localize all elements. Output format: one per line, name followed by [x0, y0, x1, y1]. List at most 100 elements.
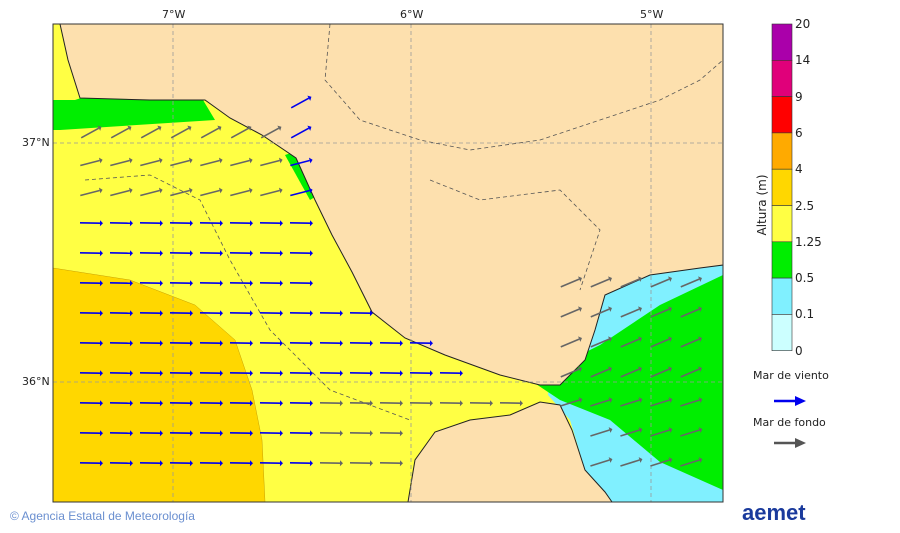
swell-arrow	[260, 187, 283, 197]
wind-sea-arrow	[109, 280, 133, 287]
swell-arrow	[650, 397, 673, 407]
swell-arrow	[319, 430, 343, 437]
wind-sea-arrow	[229, 250, 253, 257]
wind-sea-arrow	[199, 460, 223, 467]
wind-sea-arrow	[229, 340, 253, 347]
land-africa	[407, 401, 613, 503]
swell-arrow	[560, 276, 582, 288]
lon-label-5w: 5°W	[640, 8, 664, 21]
colorbar-segment	[771, 241, 793, 279]
wind-sea-arrow	[79, 460, 103, 467]
lon-label-7w: 7°W	[162, 8, 186, 21]
wind-sea-arrow	[139, 430, 163, 437]
wind-sea-arrow	[109, 400, 133, 407]
wind-sea-arrow	[139, 280, 163, 287]
wind-sea-arrow	[139, 400, 163, 407]
colorbar-segment	[771, 59, 793, 97]
wind-sea-arrow	[259, 250, 283, 257]
wind-sea-arrow	[289, 280, 313, 287]
wave-arrows	[79, 95, 703, 467]
colorbar-segment	[771, 168, 793, 206]
swell-arrow	[590, 276, 612, 288]
colorbar	[771, 23, 793, 351]
wind-sea-arrow	[139, 340, 163, 347]
wind-sea-arrow	[290, 157, 313, 167]
wind-sea-arrow	[319, 340, 343, 347]
legend-swell-label: Mar de fondo	[753, 416, 826, 429]
wind-sea-arrow	[409, 340, 433, 347]
swell-arrow	[650, 366, 672, 378]
wind-sea-arrow	[229, 430, 253, 437]
swell-arrow	[230, 157, 253, 167]
swell-arrow	[620, 397, 643, 407]
swell-arrow	[680, 457, 703, 467]
swell-arrow	[590, 427, 613, 437]
colorbar-tick-label: 4	[795, 162, 803, 177]
swell-arrow	[590, 366, 612, 378]
swell-arrow	[680, 336, 702, 348]
wind-sea-arrow	[259, 430, 283, 437]
green-coast-north	[53, 95, 215, 130]
swell-arrow	[590, 306, 612, 318]
swell-arrow	[170, 157, 193, 167]
wind-sea-arrow	[79, 370, 103, 377]
swell-arrow	[560, 306, 582, 318]
swell-arrow	[140, 187, 163, 197]
wind-sea-arrow	[259, 340, 283, 347]
swell-arrow	[140, 157, 163, 167]
wind-sea-arrow	[109, 460, 133, 467]
wind-sea-arrow	[79, 430, 103, 437]
swell-arrow	[200, 125, 222, 139]
wind-sea-arrow	[109, 370, 133, 377]
wind-sea-arrow	[379, 340, 403, 347]
swell-arrow	[140, 125, 162, 139]
map-frame	[52, 23, 724, 503]
colorbar-tick-label: 9	[795, 89, 803, 104]
swell-arrow	[110, 157, 133, 167]
wind-sea-arrow	[439, 370, 463, 377]
wind-sea-arrow	[289, 430, 313, 437]
graticule	[53, 24, 723, 502]
wind-sea-arrow	[79, 340, 103, 347]
wind-sea-arrow	[319, 370, 343, 377]
wind-sea-arrow	[169, 340, 193, 347]
swell-arrow	[590, 457, 613, 467]
legend-wind-sea-arrow	[774, 396, 806, 406]
swell-arrow	[680, 427, 703, 437]
swell-arrow	[650, 276, 672, 288]
colorbar-segment	[771, 23, 793, 61]
wind-sea-arrow	[109, 220, 133, 227]
wind-sea-arrow	[229, 460, 253, 467]
wind-sea-arrow	[79, 400, 103, 407]
wind-sea-arrow	[79, 280, 103, 287]
swell-arrow	[560, 397, 583, 407]
swell-arrow	[349, 430, 373, 437]
wind-sea-arrow	[169, 370, 193, 377]
wind-sea-arrow	[289, 400, 313, 407]
wind-sea-arrow	[79, 220, 103, 227]
wind-sea-arrow	[139, 250, 163, 257]
lat-label-36n: 36°N	[22, 375, 50, 388]
swell-arrow	[230, 125, 252, 139]
swell-arrow	[170, 187, 193, 197]
swell-arrow	[620, 336, 642, 348]
wind-sea-arrow	[349, 370, 373, 377]
swell-arrow	[680, 366, 702, 378]
wind-sea-arrow	[229, 280, 253, 287]
swell-arrow	[379, 460, 403, 467]
colorbar-tick-label: 20	[795, 17, 811, 31]
credit-text: © Agencia Estatal de Meteorología	[10, 509, 195, 523]
swell-arrow	[80, 187, 103, 197]
swell-arrow	[620, 366, 642, 378]
swell-arrow	[80, 125, 102, 139]
wind-sea-arrow	[109, 310, 133, 317]
swell-arrow	[650, 427, 673, 437]
wind-sea-arrow	[229, 310, 253, 317]
wind-sea-arrow	[259, 280, 283, 287]
wind-sea-arrow	[199, 370, 223, 377]
swell-arrow	[590, 397, 613, 407]
wind-sea-arrow	[199, 280, 223, 287]
colorbar-segment	[771, 277, 793, 315]
wind-sea-arrow	[169, 280, 193, 287]
